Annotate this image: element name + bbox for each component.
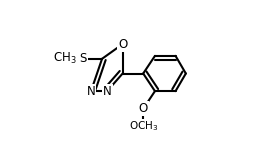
Text: N: N [103,85,112,98]
Text: N: N [87,85,95,98]
Text: O: O [118,38,127,51]
Text: S: S [79,52,87,65]
Text: O: O [139,102,148,115]
Text: OCH$_3$: OCH$_3$ [128,120,158,133]
Text: CH$_3$: CH$_3$ [53,51,77,66]
